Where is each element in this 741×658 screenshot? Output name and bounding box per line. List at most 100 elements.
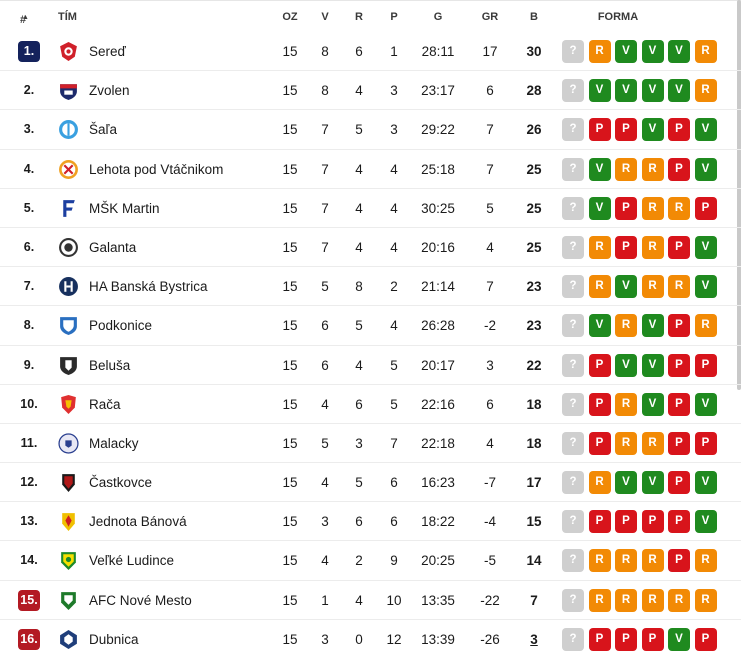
form-result-badge[interactable]: V — [641, 392, 664, 416]
table-row[interactable]: 8. Podkonice 15 6 5 4 26:28 -2 23? V R V P R — [0, 306, 741, 346]
table-row[interactable]: 12. Častkovce 15 4 5 6 16:23 -7 17? R V V P V — [0, 463, 741, 503]
form-result-badge[interactable]: P — [588, 627, 611, 651]
team-name-link[interactable]: Veľké Ludince — [89, 553, 175, 569]
form-result-badge[interactable]: R — [694, 314, 717, 338]
next-match-badge[interactable]: ? — [562, 353, 584, 377]
form-result-badge[interactable]: R — [588, 549, 611, 573]
form-result-badge[interactable]: R — [694, 588, 717, 612]
form-result-badge[interactable]: R — [615, 157, 637, 181]
form-result-badge[interactable]: R — [615, 549, 637, 573]
form-result-badge[interactable]: P — [668, 549, 690, 573]
form-result-badge[interactable]: V — [588, 79, 611, 103]
table-row[interactable]: 15. AFC Nové Mesto 15 1 4 10 13:35 -22 7? R R R R R — [0, 581, 741, 620]
team-name-link[interactable]: Šaľa — [89, 122, 117, 138]
form-result-badge[interactable]: P — [641, 627, 664, 651]
next-match-badge[interactable]: ? — [562, 235, 584, 259]
next-match-badge[interactable]: ? — [562, 627, 584, 651]
form-result-badge[interactable]: V — [641, 353, 664, 377]
form-result-badge[interactable]: P — [694, 431, 717, 455]
form-result-badge[interactable]: V — [668, 627, 690, 651]
next-match-badge[interactable]: ? — [562, 118, 584, 142]
form-result-badge[interactable]: P — [668, 235, 690, 259]
form-result-badge[interactable]: R — [694, 79, 717, 103]
header-wins[interactable]: V — [321, 11, 329, 23]
team-name-link[interactable]: Beluša — [89, 357, 131, 373]
table-row[interactable]: 10. Rača 15 4 6 5 22:16 6 18? P R V P V — [0, 385, 741, 424]
team-name-link[interactable]: Dubnica — [89, 631, 139, 647]
form-result-badge[interactable]: R — [668, 196, 690, 220]
form-result-badge[interactable]: V — [694, 118, 717, 142]
form-result-badge[interactable]: R — [615, 392, 637, 416]
next-match-badge[interactable]: ? — [562, 275, 584, 299]
table-row[interactable]: 14. Veľké Ludince 15 4 2 9 20:25 -5 14? R R R P R — [0, 541, 741, 581]
form-result-badge[interactable]: V — [694, 275, 717, 299]
table-row[interactable]: 7. HA Banská Bystrica 15 5 8 2 21:14 7 23? R V R R V — [0, 267, 741, 307]
form-result-badge[interactable]: P — [588, 392, 611, 416]
form-result-badge[interactable]: V — [615, 275, 637, 299]
form-result-badge[interactable]: V — [615, 79, 637, 103]
table-row[interactable]: 4. Lehota pod Vtáčnikom 15 7 4 4 25:18 7 25? V R R P… — [0, 150, 741, 189]
form-result-badge[interactable]: V — [588, 314, 611, 338]
form-result-badge[interactable]: P — [641, 510, 664, 534]
form-result-badge[interactable]: V — [668, 40, 690, 63]
form-result-badge[interactable]: R — [641, 235, 664, 259]
scrollbar-thumb[interactable] — [737, 0, 741, 390]
next-match-badge[interactable]: ? — [562, 431, 584, 455]
next-match-badge[interactable]: ? — [562, 196, 584, 220]
table-row[interactable]: 6. Galanta 15 7 4 4 20:16 4 25? R P R P V — [0, 228, 741, 268]
form-result-badge[interactable]: V — [641, 118, 664, 142]
form-result-badge[interactable]: R — [588, 471, 611, 495]
table-row[interactable]: 5. MŠK Martin 15 7 4 4 30:25 5 25? V P R R P — [0, 189, 741, 228]
form-result-badge[interactable]: P — [615, 510, 637, 534]
form-result-badge[interactable]: R — [588, 275, 611, 299]
form-result-badge[interactable]: R — [588, 588, 611, 612]
form-result-badge[interactable]: R — [694, 549, 717, 573]
table-row[interactable]: 1. Sereď 15 8 6 1 28:11 17 30? R V V V R — [0, 32, 741, 72]
form-result-badge[interactable]: R — [641, 196, 664, 220]
form-result-badge[interactable]: V — [694, 235, 717, 259]
table-row[interactable]: 3. Šaľa 15 7 5 3 29:22 7 26? P P V P V — [0, 110, 741, 150]
table-row[interactable]: 9. Beluša 15 6 4 5 20:17 3 22? P V V P P — [0, 346, 741, 385]
form-result-badge[interactable]: P — [694, 196, 717, 220]
form-result-badge[interactable]: P — [694, 627, 717, 651]
team-name-link[interactable]: Lehota pod Vtáčnikom — [89, 161, 224, 177]
form-result-badge[interactable]: P — [615, 235, 637, 259]
team-name-link[interactable]: Galanta — [89, 239, 137, 255]
team-name-link[interactable]: Jednota Bánová — [89, 514, 187, 530]
form-result-badge[interactable]: R — [615, 431, 637, 455]
form-result-badge[interactable]: P — [615, 118, 637, 142]
form-result-badge[interactable]: R — [641, 431, 664, 455]
team-name-link[interactable]: Malacky — [89, 435, 139, 451]
team-name-link[interactable]: Zvolen — [89, 83, 130, 99]
form-result-badge[interactable]: V — [641, 40, 664, 63]
form-result-badge[interactable]: P — [668, 118, 690, 142]
header-played[interactable]: OZ — [282, 11, 298, 23]
form-result-badge[interactable]: V — [694, 471, 717, 495]
form-result-badge[interactable]: P — [588, 510, 611, 534]
next-match-badge[interactable]: ? — [562, 510, 584, 534]
form-result-badge[interactable]: V — [694, 392, 717, 416]
form-result-badge[interactable]: V — [615, 471, 637, 495]
form-result-badge[interactable]: R — [641, 588, 664, 612]
form-result-badge[interactable]: P — [668, 314, 690, 338]
next-match-badge[interactable]: ? — [562, 40, 584, 63]
header-losses[interactable]: P — [390, 11, 398, 23]
header-goal-diff[interactable]: GR — [481, 11, 499, 23]
table-row[interactable]: 11. Malacky 15 5 3 7 22:18 4 18? P R R P P — [0, 424, 741, 464]
form-result-badge[interactable]: P — [668, 510, 690, 534]
header-goals[interactable]: G — [433, 11, 443, 23]
form-result-badge[interactable]: R — [615, 314, 637, 338]
form-result-badge[interactable]: R — [588, 235, 611, 259]
table-row[interactable]: 16. Dubnica 15 3 0 12 13:39 -26 3? P P P V P — [0, 620, 741, 658]
form-result-badge[interactable]: V — [588, 157, 611, 181]
form-result-badge[interactable]: V — [694, 157, 717, 181]
next-match-badge[interactable]: ? — [562, 314, 584, 338]
form-result-badge[interactable]: V — [641, 79, 664, 103]
form-result-badge[interactable]: V — [694, 510, 717, 534]
form-result-badge[interactable]: R — [641, 549, 664, 573]
form-result-badge[interactable]: P — [668, 157, 690, 181]
table-row[interactable]: 13. Jednota Bánová 15 3 6 6 18:22 -4 15? P P P P V — [0, 502, 741, 542]
form-result-badge[interactable]: P — [588, 353, 611, 377]
team-name-link[interactable]: Sereď — [89, 44, 126, 59]
next-match-badge[interactable]: ? — [562, 588, 584, 612]
